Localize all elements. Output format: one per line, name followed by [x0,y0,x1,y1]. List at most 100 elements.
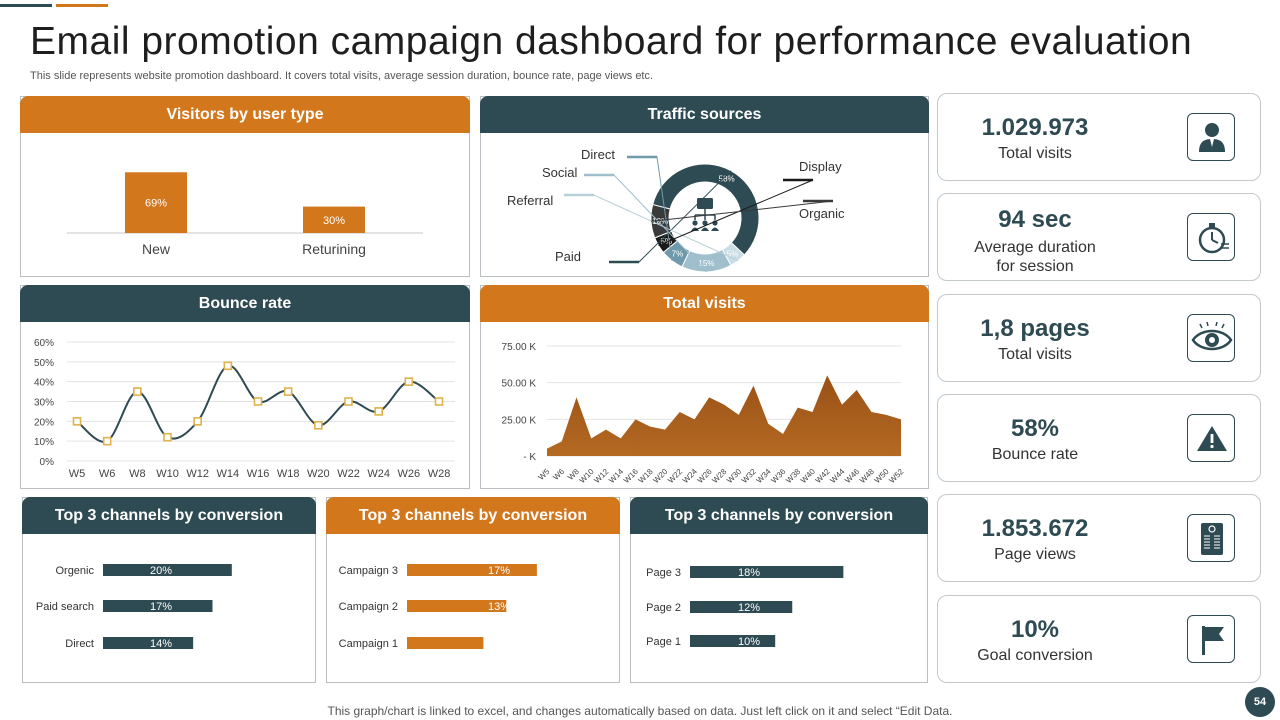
category-label: Social [542,165,578,180]
x-tick-label: W36 [769,467,787,485]
y-tick-label: - K [523,452,536,463]
x-tick-label: W22 [337,468,360,480]
category-label: Orgenic [55,565,94,577]
x-tick-label: W12 [592,467,610,485]
data-point [344,397,353,406]
hbar-value-label: 17% [150,601,172,613]
bounce-chart[interactable]: 0% 10% 20% 30% 40% 50% 60% W5 W6 W8 W10 W12 W14 W16 W1… [21,286,471,490]
data-point [223,361,233,371]
x-tick-label: W40 [799,467,817,485]
traffic-chart[interactable]: 58%5%15%7%5%10%PaidReferralSocialDirectD… [481,97,930,278]
x-tick-label: W46 [843,467,861,485]
campaigns-panel[interactable]: Top 3 channels by conversion 17% Campaign… [326,497,620,683]
data-point [163,432,172,442]
kpi-card-total-visits[interactable]: 1.029.973 Total visits [937,93,1261,181]
category-label: Paid [555,249,581,264]
hbar-value-label: 10% [488,638,510,650]
slice-value-label: 5% [660,237,672,246]
pages-panel[interactable]: Top 3 channels by conversion 18% Page 3 12… [630,497,928,683]
kpi-card-bounce-rate[interactable]: 58% Bounce rate [937,394,1261,482]
accent-lines [0,4,110,7]
x-tick-label: W8 [129,468,146,480]
x-tick-label: W6 [551,467,566,482]
data-point [102,436,112,446]
hbar-direct [103,637,194,649]
x-tick-label: W10 [156,468,179,480]
hbar-value-label: 10% [738,636,760,648]
data-point [404,377,414,386]
y-tick-label: 60% [34,338,54,349]
slice-value-label: 7% [672,250,684,259]
kpi-label: Page views [994,546,1076,563]
page-subtitle: This slide represents website promotion … [30,70,654,82]
channels-chart[interactable]: 20% Orgenic 17% Paid search 14% Direct [23,498,317,684]
y-tick-label: 25.00 K [502,415,537,426]
kpi-label: Total visits [998,145,1072,162]
kpi-label: Average duration [974,239,1096,256]
warning-icon [1187,414,1235,462]
pages-chart[interactable]: 18% Page 3 12% Page 2 10% Page 1 [631,498,929,684]
pages-panel-title: Top 3 channels by conversion [630,497,928,534]
visits-panel-title: Total visits [480,285,929,322]
x-tick-label: W12 [186,468,209,480]
kpi-card-session-duration[interactable]: 94 sec Average duration for session [937,193,1261,281]
x-tick-label: W24 [681,467,699,485]
hbar-page-1 [690,635,776,647]
network-icon-person [691,227,699,231]
kpi-card-pages[interactable]: 1,8 pages Total visits [937,294,1261,382]
category-label: Campaign 1 [339,638,398,650]
kpi-value: 58% [1010,415,1060,442]
x-tick-label: W20 [307,468,330,480]
traffic-panel[interactable]: Traffic sources 58% 5% 15% 7% 5% 10% Paid Refer… [480,96,929,277]
data-point [72,417,82,426]
page-number: 54 [1245,687,1275,717]
campaigns-panel-title: Top 3 channels by conversion [326,497,620,534]
category-label: Campaign 3 [339,565,398,577]
x-tick-label: W14 [607,467,625,485]
data-point [434,397,444,406]
eye-icon [1187,314,1235,362]
bar-returining [303,206,365,233]
kpi-card-page-views[interactable]: 1.853.672 Page views [937,494,1261,582]
category-label: Display [799,159,842,174]
hbar-campaign-1 [407,637,484,649]
slice-value-label: 15% [698,259,714,268]
visitors-chart[interactable]: 69% New 30% Returining [21,97,471,278]
x-tick-label: W16 [247,468,270,480]
category-label: Returining [302,241,366,257]
x-tick-label: W18 [637,467,655,485]
data-point [374,407,383,416]
y-tick-label: 20% [34,417,54,428]
channels-panel[interactable]: Top 3 channels by conversion 20% Orgenic 1… [22,497,316,683]
hbar-paid-search [103,600,213,612]
visits-panel[interactable]: Total visits - K 25.00 K 50.00 K 75.00 K W5 W… [480,285,929,489]
visits-chart[interactable]: - K25.00 K50.00 K75.00 KW5 W6 W8W10W12W14W… [481,286,930,490]
y-tick-label: 50.00 K [502,379,537,390]
slice-value-label: 5% [727,250,739,259]
hbar-value-label: 18% [738,567,760,579]
kpi-value: 1.029.973 [981,114,1089,141]
campaigns-chart[interactable]: 17% Campaign 3 13% Campaign 2 10% Campaign 1 [327,498,621,684]
y-tick-label: 10% [34,437,54,448]
kpi-label: Bounce rate [991,446,1079,463]
slice-value-label: 10% [652,217,668,226]
slice-paid [652,163,760,256]
x-tick-label: W16 [622,467,640,485]
network-icon-node [702,220,708,226]
hbar-value-label: 14% [150,638,172,650]
bounce-panel[interactable]: Bounce rate 0% 10% 20% 30% 40% 50% 60% W5 W6 W8 W1… [20,285,470,489]
visitors-panel[interactable]: Visitors by user type 69% New 30% Returinin… [20,96,470,277]
data-point [133,387,142,396]
hbar-campaign-2 [407,600,507,612]
traffic-panel-title: Traffic sources [480,96,929,133]
kpi-value: 1.853.672 [981,515,1089,542]
y-tick-label: 50% [34,358,54,369]
x-tick-label: W26 [696,467,714,485]
hbar-value-label: 12% [738,602,760,614]
stopwatch-icon [1187,213,1235,261]
network-icon-screen [697,198,713,209]
kpi-card-goal-conversion[interactable]: 10% Goal conversion [937,595,1261,683]
x-tick-label: W50 [873,467,891,485]
y-tick-label: 0% [40,457,55,468]
kpi-value: 10% [1010,616,1060,643]
